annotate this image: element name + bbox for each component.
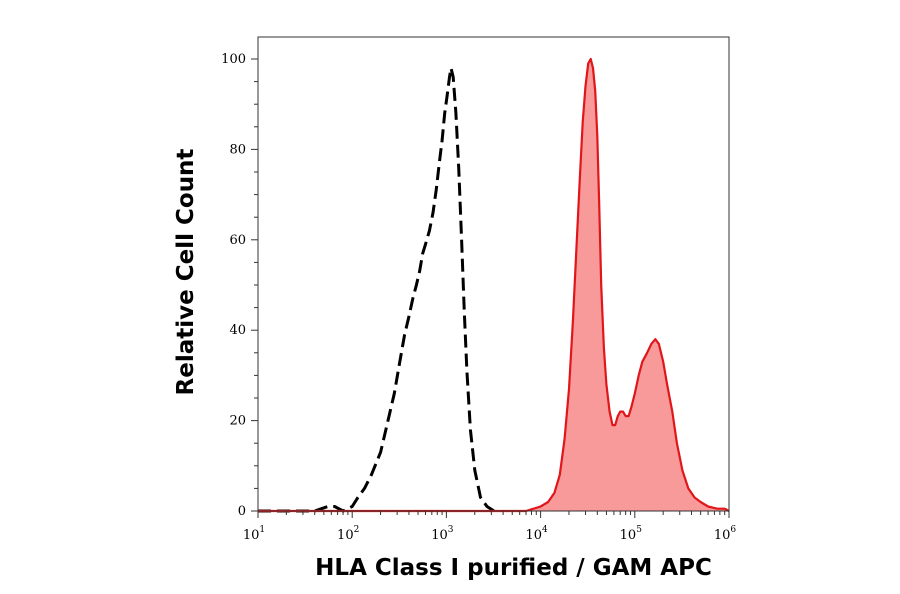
y-tick-label: 0 [238,504,246,519]
plot-layer [258,57,730,513]
y-tick-label: 20 [229,414,246,429]
x-tick-label: 103 [431,525,454,543]
y-tick-label: 60 [229,233,246,248]
series-1-line [258,57,730,513]
x-axis-title: HLA Class I purified / GAM APC [315,555,712,581]
y-tick-label: 80 [229,142,246,157]
x-tick-label: 106 [714,525,737,543]
y-tick-label: 40 [229,323,246,338]
axis-ticks: 0 20 40 60 80 100 101 102 103 104 105 106 [221,52,736,543]
series-1-area [258,59,729,511]
series-0-line [258,66,495,513]
x-tick-label: 101 [243,525,265,543]
y-tick-label: 100 [221,52,246,67]
x-tick-label: 105 [620,525,643,543]
x-tick-label: 102 [337,525,359,543]
y-axis-title: Relative Cell Count [173,149,199,396]
x-tick-label: 104 [525,525,548,543]
plot-frame [257,36,730,512]
